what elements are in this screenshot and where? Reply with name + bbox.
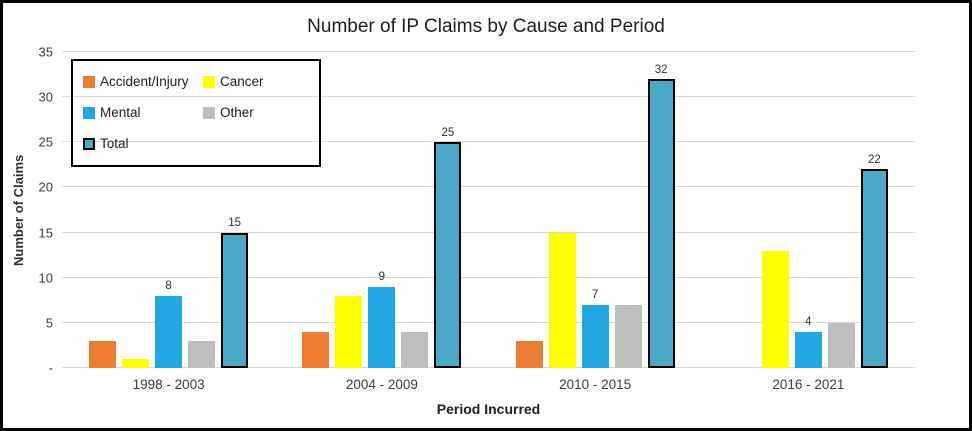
legend-item-total: Total [83, 136, 203, 151]
bar-accident-injury [89, 340, 117, 368]
gridline [62, 186, 915, 188]
gridline [62, 141, 915, 143]
gridline [62, 276, 915, 278]
bar-cancer [122, 358, 150, 368]
bar-slot [548, 52, 576, 368]
y-axis-title: Number of Claims [11, 154, 26, 266]
legend-marker-icon [203, 106, 215, 119]
bar-slot: 25 [434, 52, 462, 368]
bar-slot [335, 52, 363, 368]
legend: Accident/Injury Cancer Mental Other Total [71, 59, 321, 167]
chart-title: Number of IP Claims by Cause and Period [307, 16, 665, 37]
bar-cancer [335, 295, 363, 368]
gridline [62, 51, 915, 52]
bar-total [434, 142, 462, 368]
bar-slot [122, 52, 150, 368]
bar-slot: 9 [368, 52, 396, 368]
gridline [62, 96, 915, 98]
bar-slot [827, 52, 855, 368]
bar-slot: 15 [221, 52, 249, 368]
bar-data-label: 25 [441, 126, 455, 139]
y-tick-label: 30 [38, 89, 53, 105]
y-tick-label: 10 [38, 270, 53, 286]
bar-accident-injury [302, 331, 330, 368]
y-tick-label: 15 [38, 225, 53, 241]
bar-total [647, 79, 675, 368]
bar-slot [614, 52, 642, 368]
bar-slot: 4 [794, 52, 822, 368]
bar-other [188, 340, 216, 368]
bar-group: 7 32 [489, 52, 702, 368]
bar-accident-injury [515, 340, 543, 368]
legend-item-cancer: Cancer [203, 74, 309, 89]
bar-slot [302, 52, 330, 368]
bar-data-label: 7 [591, 289, 599, 302]
bar-other [614, 304, 642, 368]
bar-total [860, 169, 888, 368]
bar-slot [729, 52, 756, 368]
bar-mental [368, 286, 396, 368]
bar-total [221, 232, 249, 368]
bar-data-label: 8 [165, 280, 172, 293]
bar-other [401, 331, 429, 368]
x-tick-label: 2004 - 2009 [345, 377, 418, 392]
bar-slot [188, 52, 216, 368]
bar-group: 9 25 [275, 52, 488, 368]
bar-slot [515, 52, 543, 368]
bar-mental [155, 295, 183, 368]
bar-slot: 7 [581, 52, 609, 368]
legend-item-accident-injury: Accident/Injury [83, 74, 203, 89]
bar-slot [89, 52, 117, 368]
bar-slot [761, 52, 789, 368]
bar-group: 4 22 [702, 52, 915, 368]
x-tick-label: 2016 - 2021 [772, 377, 845, 392]
bar-mental [581, 304, 609, 368]
legend-marker-icon [203, 75, 215, 88]
x-tick-label: 1998 - 2003 [132, 377, 205, 392]
y-tick-label: 20 [38, 179, 53, 195]
plot-area: 8 15 9 25 7 32 4 22 Accident/Injury Cancer Mental… [39, 45, 915, 392]
bar-groups: 8 15 9 25 7 32 4 22 [62, 52, 915, 368]
legend-item-mental: Mental [83, 105, 203, 120]
bar-group: 8 15 [62, 52, 275, 368]
bar-slot [401, 52, 429, 368]
legend-label: Total [100, 136, 129, 151]
bar-other [827, 322, 855, 368]
legend-item-other: Other [203, 105, 309, 120]
bar-data-label: 22 [867, 153, 881, 166]
legend-marker-icon [83, 137, 95, 150]
y-tick-label: - [48, 360, 53, 376]
y-tick-label: 5 [45, 315, 53, 331]
bar-data-label: 15 [228, 217, 242, 230]
legend-label: Other [220, 105, 254, 120]
bar-cancer [548, 232, 576, 368]
bar-slot: 32 [647, 52, 675, 368]
gridline [62, 231, 915, 233]
bar-cancer [761, 250, 789, 368]
legend-label: Accident/Injury [100, 74, 189, 89]
bar-slot: 8 [155, 52, 183, 368]
bar-slot: 22 [860, 52, 888, 368]
legend-label: Cancer [220, 74, 264, 89]
y-tick-label: 35 [38, 44, 53, 60]
y-tick-label: 25 [38, 134, 53, 150]
gridline [62, 321, 915, 323]
legend-marker-icon [83, 75, 95, 88]
legend-label: Mental [100, 105, 141, 120]
x-axis-title: Period Incurred [436, 401, 541, 417]
bar-data-label: 32 [654, 63, 668, 76]
x-tick-label: 2010 - 2015 [559, 377, 632, 392]
gridline [62, 367, 915, 368]
legend-marker-icon [83, 106, 95, 119]
bar-data-label: 4 [805, 316, 812, 329]
bar-data-label: 9 [378, 271, 386, 284]
bar-mental [794, 331, 822, 368]
